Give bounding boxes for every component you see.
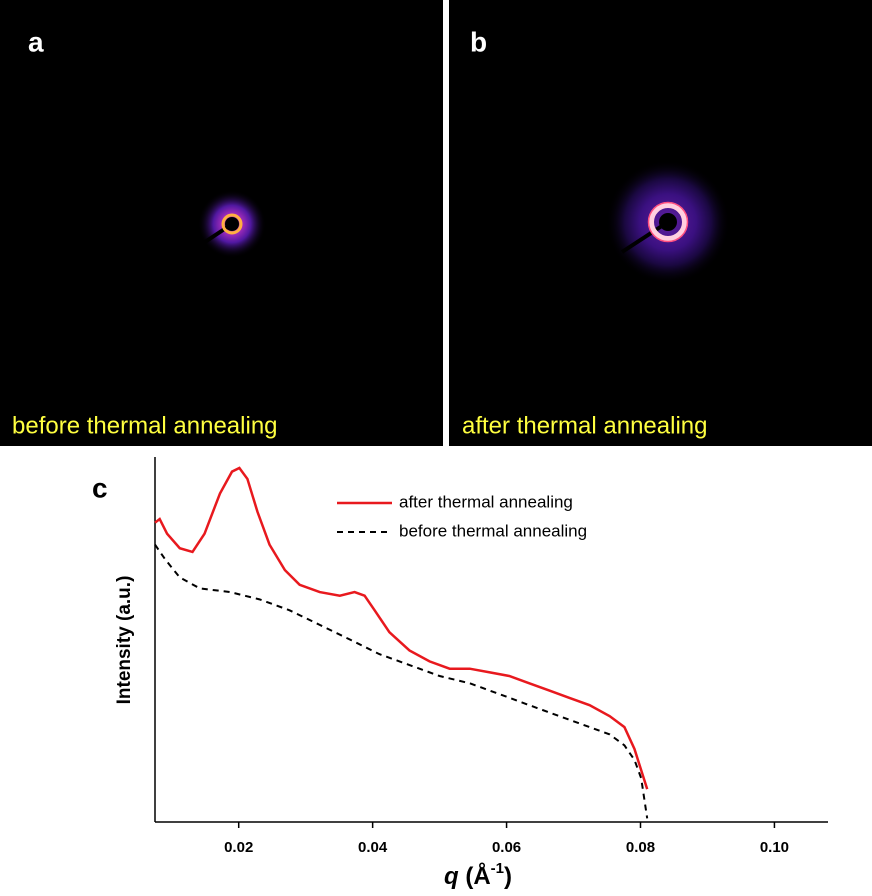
x-axis-label: q (Å-1) [444, 860, 512, 890]
x-tick-label: 0.06 [492, 839, 521, 856]
x-label-close: ) [504, 863, 512, 890]
panel-label: b [470, 26, 487, 57]
panel-label: a [28, 26, 44, 57]
x-tick-label: 0.02 [224, 839, 253, 856]
pattern-b [606, 160, 730, 284]
panel-label: c [92, 472, 108, 503]
x-tick-label: 0.08 [626, 839, 655, 856]
data-line [154, 544, 649, 819]
data-line [154, 466, 649, 790]
x-tick-label: 0.04 [358, 839, 388, 856]
caption: after thermal annealing [462, 412, 707, 439]
pattern-a [194, 190, 266, 258]
x-label-unit: (Å [465, 862, 490, 890]
legend-label: after thermal annealing [399, 492, 573, 511]
y-axis-label: Intensity (a.u.) [114, 576, 135, 705]
caption: before thermal annealing [12, 412, 278, 439]
x-tick-label: 0.10 [760, 839, 789, 856]
x-label-symbol: q [444, 863, 459, 890]
legend-label: before thermal annealing [399, 521, 587, 540]
x-label-exponent: -1 [491, 860, 504, 877]
